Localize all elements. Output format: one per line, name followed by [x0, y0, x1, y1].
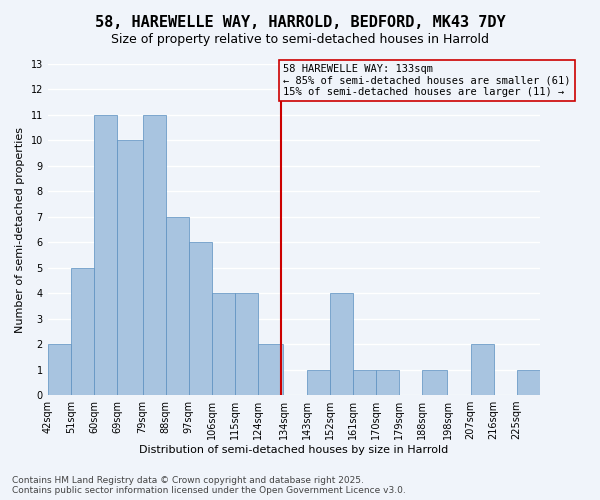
Bar [188, 242, 212, 395]
Text: 58 HAREWELLE WAY: 133sqm
← 85% of semi-detached houses are smaller (61)
15% of s: 58 HAREWELLE WAY: 133sqm ← 85% of semi-d… [283, 64, 571, 97]
Y-axis label: Number of semi-detached properties: Number of semi-detached properties [15, 126, 25, 332]
Bar [212, 293, 235, 395]
Bar [166, 217, 188, 395]
Bar [143, 115, 166, 395]
Bar [48, 344, 71, 395]
Bar [117, 140, 143, 395]
Bar [307, 370, 329, 395]
Bar [517, 370, 539, 395]
Bar [258, 344, 283, 395]
Bar [94, 115, 117, 395]
Bar [71, 268, 94, 395]
Bar [470, 344, 494, 395]
Bar [329, 293, 353, 395]
Bar [376, 370, 399, 395]
X-axis label: Distribution of semi-detached houses by size in Harrold: Distribution of semi-detached houses by … [139, 445, 448, 455]
Text: Size of property relative to semi-detached houses in Harrold: Size of property relative to semi-detach… [111, 32, 489, 46]
Text: Contains HM Land Registry data © Crown copyright and database right 2025.
Contai: Contains HM Land Registry data © Crown c… [12, 476, 406, 495]
Bar [353, 370, 376, 395]
Text: 58, HAREWELLE WAY, HARROLD, BEDFORD, MK43 7DY: 58, HAREWELLE WAY, HARROLD, BEDFORD, MK4… [95, 15, 505, 30]
Bar [422, 370, 448, 395]
Bar [235, 293, 258, 395]
